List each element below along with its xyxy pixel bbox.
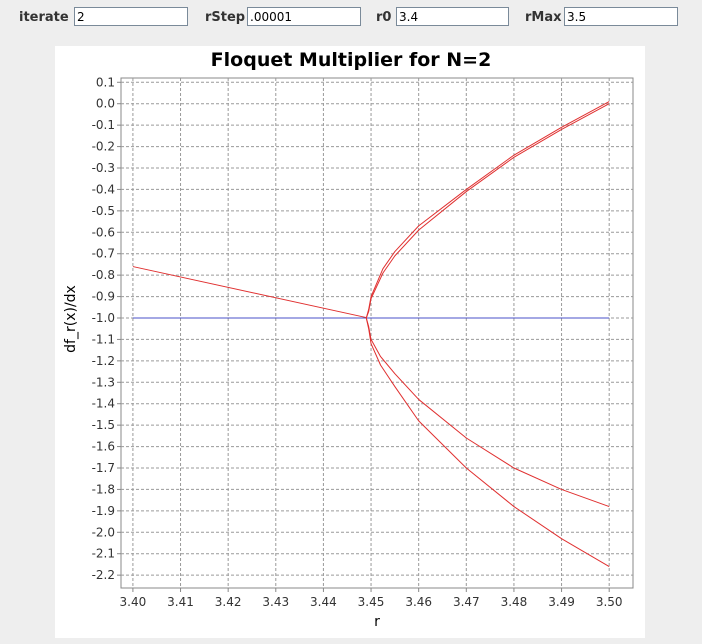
series-line-1: [132, 266, 367, 319]
x-tick-label: 3.48: [501, 595, 528, 609]
chart-svg: Floquet Multiplier for N=2 3.40 3.41 3.42 3…: [63, 49, 634, 630]
x-tick-label: 3.40: [120, 595, 147, 609]
series-layer: [132, 101, 610, 568]
controls-bar: iterate rStep r0 rMax: [0, 0, 702, 36]
y-tick-label: -2.2: [92, 568, 115, 582]
y-tick-label: -1.7: [92, 461, 115, 475]
y-tick-label: 0.0: [96, 97, 115, 111]
y-tick-label: -0.8: [92, 268, 115, 282]
y-tick-label: -0.6: [92, 225, 115, 239]
y-tick-label: -0.7: [92, 247, 115, 261]
y-tick-label: -1.8: [92, 482, 115, 496]
x-tick-label: 3.42: [215, 595, 242, 609]
x-tick-label: 3.49: [548, 595, 575, 609]
series-line-5: [365, 317, 610, 568]
x-tick-label: 3.46: [405, 595, 432, 609]
iterate-label: iterate: [19, 10, 69, 25]
y-tick-label: 0.1: [96, 75, 115, 89]
rstep-input[interactable]: [247, 7, 361, 26]
iterate-input[interactable]: [74, 7, 188, 26]
y-tick-label: -1.2: [92, 354, 115, 368]
y-tick-label: -1.1: [92, 332, 115, 346]
y-tick-label: -1.5: [92, 418, 115, 432]
r0-label: r0: [376, 10, 392, 25]
y-tick-label: -0.9: [92, 290, 115, 304]
y-tick-label: -0.1: [92, 118, 115, 132]
series-line-3: [365, 103, 610, 319]
rstep-label: rStep: [205, 10, 246, 25]
y-tick-label: -0.5: [92, 204, 115, 218]
y-tick-label: -1.0: [92, 311, 115, 325]
y-tick-label: -0.4: [92, 182, 115, 196]
chart-title: Floquet Multiplier for N=2: [211, 49, 492, 71]
x-tick-label: 3.44: [310, 595, 337, 609]
r0-input[interactable]: [396, 7, 509, 26]
x-tick-label: 3.43: [262, 595, 289, 609]
y-tick-label: -1.4: [92, 397, 115, 411]
plot-panel: Floquet Multiplier for N=2 3.40 3.41 3.42 3…: [55, 46, 645, 638]
y-tick-label: -1.3: [92, 375, 115, 389]
y-tick-label: -0.2: [92, 140, 115, 154]
plot-area: [120, 77, 634, 589]
y-axis-label: df_r(x)/dx: [63, 285, 79, 353]
series-line-4: [365, 317, 610, 508]
y-tick-label: -1.6: [92, 440, 115, 454]
y-tick-label: -1.9: [92, 504, 115, 518]
x-tick-label: 3.45: [358, 595, 385, 609]
x-tick-label: 3.47: [453, 595, 480, 609]
axis-ticks: 3.40 3.41 3.42 3.43 3.44 3.45 3.46 3.47 3.48 3.49…: [92, 75, 623, 609]
x-tick-label: 3.50: [596, 595, 623, 609]
y-tick-label: -2.1: [92, 547, 115, 561]
y-tick-label: -2.0: [92, 525, 115, 539]
x-axis-label: r: [374, 614, 380, 630]
rmax-label: rMax: [525, 10, 562, 25]
rmax-input[interactable]: [564, 7, 678, 26]
y-tick-label: -0.3: [92, 161, 115, 175]
x-tick-label: 3.41: [167, 595, 194, 609]
